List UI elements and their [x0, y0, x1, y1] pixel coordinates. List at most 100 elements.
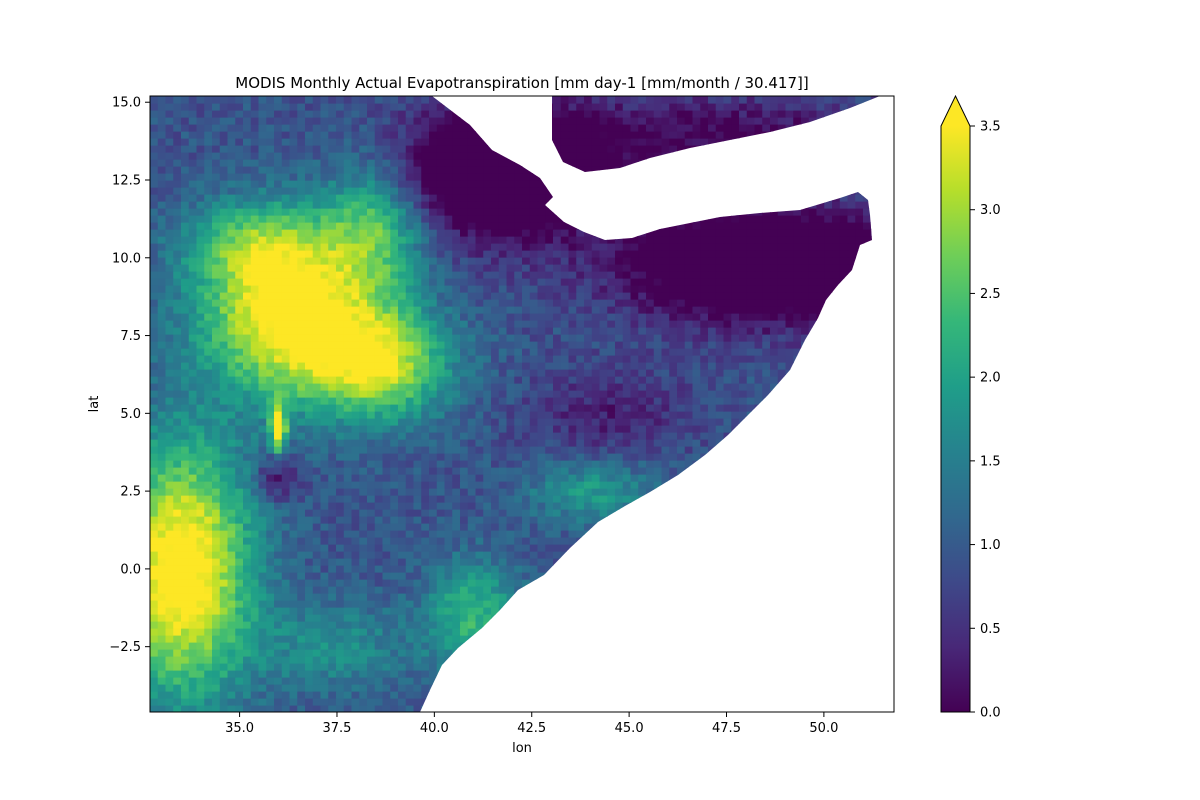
heatmap-cell: [622, 635, 632, 643]
heatmap-cell: [785, 418, 794, 426]
heatmap-cell: [390, 446, 399, 454]
heatmap-cell: [467, 642, 477, 650]
heatmap-cell: [847, 404, 856, 412]
heatmap-cell: [212, 502, 221, 510]
heatmap-cell: [801, 446, 810, 454]
heatmap-cell: [305, 439, 314, 447]
heatmap-cell: [599, 551, 608, 559]
heatmap-cell: [359, 404, 368, 412]
heatmap-cell: [816, 593, 825, 601]
heatmap-cell: [165, 670, 174, 678]
heatmap-cell: [801, 579, 810, 587]
heatmap-cell: [196, 691, 205, 699]
heatmap-cell: [374, 565, 384, 573]
heatmap-cell: [560, 663, 570, 671]
heatmap-cell: [467, 691, 477, 699]
heatmap-cell: [832, 509, 841, 517]
heatmap-cell: [522, 614, 531, 622]
heatmap-cell: [506, 537, 515, 545]
heatmap-cell: [274, 425, 283, 433]
heatmap-cell: [646, 691, 655, 699]
heatmap-cell: [398, 558, 407, 566]
heatmap-cell: [878, 460, 880, 468]
heatmap-cell: [630, 453, 639, 461]
heatmap-cell: [537, 418, 546, 426]
heatmap-cell: [204, 467, 213, 475]
heatmap-cell: [196, 390, 205, 398]
heatmap-cell: [723, 628, 732, 636]
heatmap-cell: [452, 607, 461, 615]
heatmap-cell: [591, 460, 601, 468]
heatmap-cell: [367, 411, 376, 419]
heatmap-cell: [646, 362, 655, 370]
heatmap-cell: [266, 348, 275, 356]
heatmap-cell: [289, 376, 298, 384]
heatmap-cell: [878, 628, 880, 636]
heatmap-cell: [553, 663, 562, 671]
heatmap-cell: [754, 425, 763, 433]
heatmap-cell: [708, 663, 717, 671]
heatmap-cell: [560, 670, 570, 678]
heatmap-cell: [584, 411, 593, 419]
heatmap-cell: [801, 495, 810, 503]
heatmap-cell: [188, 537, 198, 545]
heatmap-cell: [630, 425, 639, 433]
heatmap-cell: [661, 376, 670, 384]
heatmap-cell: [436, 516, 446, 524]
heatmap-cell: [739, 523, 748, 531]
heatmap-cell: [669, 390, 678, 398]
heatmap-cell: [297, 621, 306, 629]
heatmap-cell: [266, 607, 275, 615]
heatmap-cell: [677, 355, 686, 363]
heatmap-cell: [878, 397, 880, 405]
heatmap-cell: [731, 670, 740, 678]
heatmap-cell: [390, 677, 399, 685]
heatmap-cell: [483, 705, 492, 712]
heatmap-cell: [173, 474, 182, 482]
heatmap-cell: [204, 502, 213, 510]
heatmap-cell: [622, 670, 632, 678]
heatmap-cell: [444, 677, 453, 685]
heatmap-cell: [777, 425, 787, 433]
heatmap-cell: [715, 670, 725, 678]
heatmap-cell: [770, 453, 779, 461]
heatmap-cell: [452, 537, 461, 545]
heatmap-cell: [646, 530, 655, 538]
heatmap-cell: [498, 551, 508, 559]
heatmap-cell: [801, 453, 810, 461]
heatmap-cell: [584, 502, 593, 510]
heatmap-cell: [243, 432, 252, 440]
heatmap-cell: [529, 544, 539, 552]
heatmap-cell: [801, 523, 810, 531]
heatmap-cell: [785, 586, 794, 594]
heatmap-cell: [700, 663, 709, 671]
heatmap-cell: [793, 551, 802, 559]
heatmap-cell: [188, 635, 198, 643]
heatmap-cell: [622, 572, 632, 580]
heatmap-cell: [708, 705, 717, 712]
heatmap-cell: [746, 628, 756, 636]
heatmap-cell: [653, 369, 663, 377]
heatmap-cell: [591, 390, 601, 398]
heatmap-cell: [777, 628, 787, 636]
heatmap-cell: [343, 670, 353, 678]
heatmap-cell: [467, 565, 477, 573]
heatmap-cell: [886, 383, 894, 391]
heatmap-cell: [739, 635, 748, 643]
heatmap-cell: [359, 551, 368, 559]
heatmap-cell: [731, 705, 740, 712]
heatmap-cell: [677, 600, 686, 608]
heatmap-cell: [677, 537, 686, 545]
heatmap-cell: [506, 467, 515, 475]
heatmap-cell: [754, 523, 763, 531]
heatmap-cell: [808, 551, 818, 559]
heatmap-cell: [615, 537, 624, 545]
heatmap-cell: [444, 481, 453, 489]
heatmap-cell: [320, 509, 329, 517]
heatmap-cell: [250, 656, 260, 664]
heatmap-cell: [382, 558, 391, 566]
heatmap-cell: [607, 705, 616, 712]
heatmap-cell: [312, 656, 322, 664]
heatmap-cell: [274, 418, 283, 426]
heatmap-cell: [863, 460, 872, 468]
